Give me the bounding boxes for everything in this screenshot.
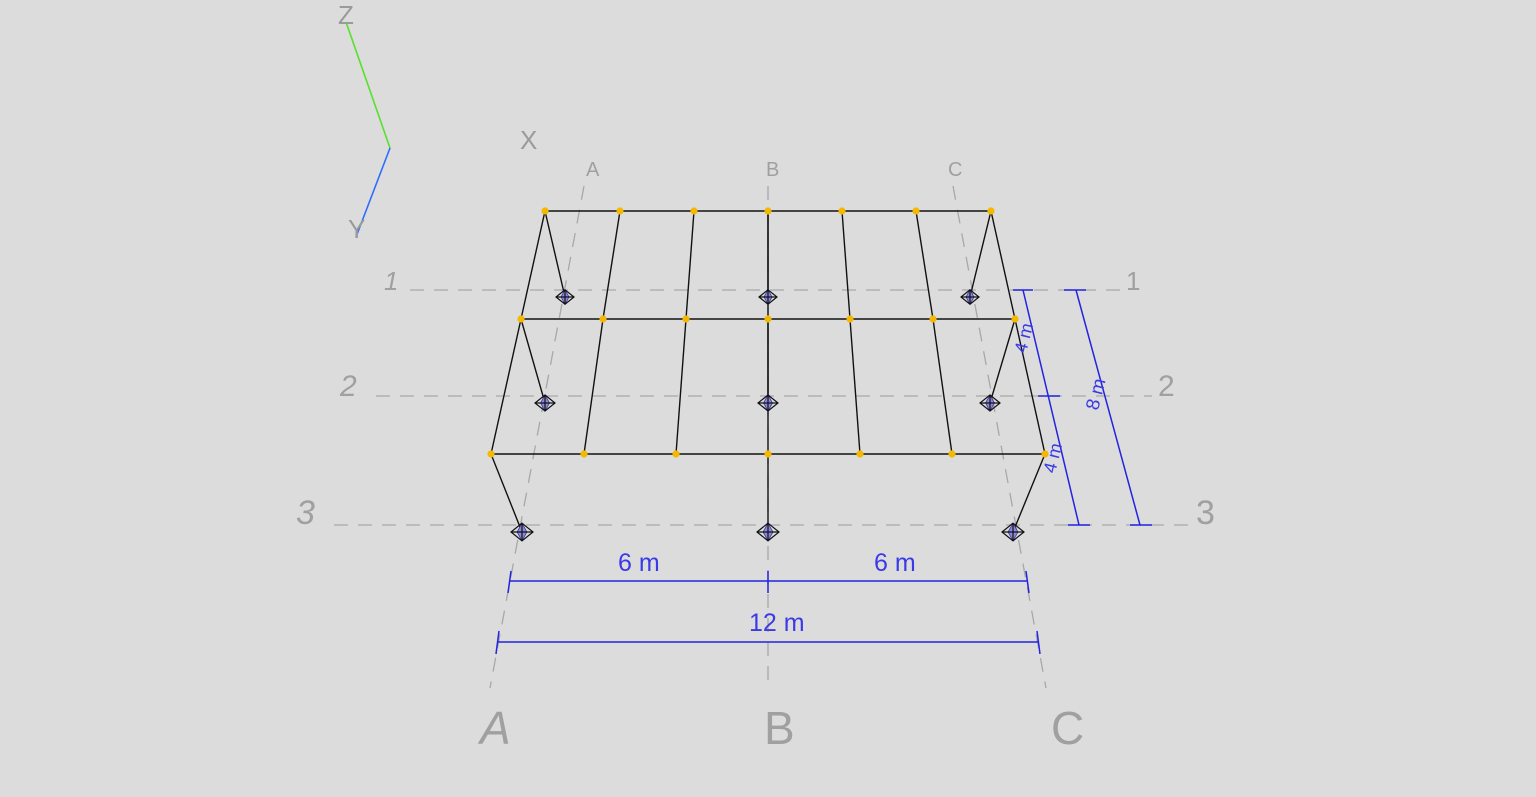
dim-tick-bays-right bbox=[1025, 570, 1030, 594]
y-axis-line bbox=[355, 147, 391, 238]
transverse-beam-2-front[interactable] bbox=[583, 318, 604, 455]
dim-line-spans bbox=[1022, 289, 1080, 526]
support-c3[interactable] bbox=[1001, 522, 1025, 542]
node-r2-c2[interactable] bbox=[599, 315, 607, 323]
support-a2[interactable] bbox=[534, 394, 556, 412]
transverse-beam-7-front[interactable] bbox=[1014, 318, 1046, 455]
dimensions: 6 m 6 m 12 m 4 m 4 m 8 m bbox=[495, 289, 1152, 655]
transverse-beam-3-back[interactable] bbox=[685, 210, 695, 320]
node-r3-c3[interactable] bbox=[672, 450, 680, 458]
node-r3-c6[interactable] bbox=[948, 450, 956, 458]
gridlines: A B C A B C 1 2 3 1 2 3 bbox=[296, 159, 1215, 754]
support-b2[interactable] bbox=[757, 394, 779, 412]
support-b1[interactable] bbox=[758, 288, 778, 306]
gridline-3-label-right: 3 bbox=[1196, 494, 1215, 532]
frame-members bbox=[490, 210, 1046, 533]
node-r1-c6[interactable] bbox=[912, 207, 920, 215]
support-a3[interactable] bbox=[510, 522, 534, 542]
column-a1[interactable] bbox=[544, 210, 566, 298]
transverse-beam-2-back[interactable] bbox=[602, 210, 621, 320]
transverse-beam-5-front[interactable] bbox=[849, 318, 861, 455]
node-r3-c1[interactable] bbox=[487, 450, 495, 458]
nodes bbox=[487, 207, 1049, 458]
gridline-1-label-left: 1 bbox=[384, 266, 398, 296]
z-axis-label: Z bbox=[338, 0, 354, 30]
node-r1-c1[interactable] bbox=[541, 207, 549, 215]
dim-tick-bays-left bbox=[507, 570, 512, 594]
gridline-b-label-back: B bbox=[766, 159, 779, 181]
gridline-c-label-back: C bbox=[948, 159, 962, 181]
dim-label-bay-left: 6 m bbox=[618, 549, 660, 577]
column-c2[interactable] bbox=[989, 318, 1016, 404]
dim-label-bay-right: 6 m bbox=[874, 549, 916, 577]
x-axis-label: X bbox=[520, 125, 537, 155]
node-r3-c4[interactable] bbox=[764, 450, 772, 458]
node-r3-c7[interactable] bbox=[1041, 450, 1049, 458]
gridline-c bbox=[952, 185, 1047, 689]
axis-triad: X Z Y bbox=[338, 0, 537, 244]
dim-label-total-depth: 8 m bbox=[1082, 376, 1110, 412]
node-r1-c5[interactable] bbox=[838, 207, 846, 215]
supports bbox=[510, 288, 1025, 542]
gridline-2-label-left: 2 bbox=[339, 370, 357, 403]
dim-line-total-depth bbox=[1075, 289, 1141, 526]
transverse-beam-3-front[interactable] bbox=[675, 318, 687, 455]
node-r2-c5[interactable] bbox=[846, 315, 854, 323]
support-b3[interactable] bbox=[756, 522, 780, 542]
dim-tick-total-right bbox=[1036, 630, 1041, 655]
dim-tick-total-left bbox=[495, 630, 500, 655]
column-a3[interactable] bbox=[490, 453, 523, 533]
y-axis-label: Y bbox=[348, 214, 365, 244]
node-r2-c4[interactable] bbox=[764, 315, 772, 323]
gridline-c-label-front: C bbox=[1051, 702, 1084, 754]
gridline-b-label-front: B bbox=[764, 702, 795, 754]
node-r1-c2[interactable] bbox=[616, 207, 624, 215]
dim-label-total-width: 12 m bbox=[749, 609, 805, 637]
gridline-2-label-right: 2 bbox=[1158, 370, 1175, 403]
support-c1[interactable] bbox=[960, 288, 980, 306]
node-r1-c3[interactable] bbox=[690, 207, 698, 215]
support-a1[interactable] bbox=[555, 288, 575, 306]
gridline-a-label-back: A bbox=[586, 159, 600, 181]
node-r2-c6[interactable] bbox=[929, 315, 937, 323]
node-r2-c1[interactable] bbox=[517, 315, 525, 323]
column-c1[interactable] bbox=[969, 210, 992, 298]
node-r3-c5[interactable] bbox=[856, 450, 864, 458]
node-r2-c3[interactable] bbox=[682, 315, 690, 323]
node-r3-c2[interactable] bbox=[580, 450, 588, 458]
transverse-beam-6-back[interactable] bbox=[915, 210, 934, 320]
node-r1-c7[interactable] bbox=[987, 207, 995, 215]
node-r1-c4[interactable] bbox=[764, 207, 772, 215]
transverse-beam-1-back[interactable] bbox=[520, 210, 546, 320]
transverse-beam-6-front[interactable] bbox=[932, 318, 953, 455]
transverse-beam-5-back[interactable] bbox=[841, 210, 851, 320]
gridline-a-label-front: A bbox=[477, 702, 511, 754]
transverse-beam-7-back[interactable] bbox=[990, 210, 1016, 320]
z-axis-line bbox=[345, 21, 391, 149]
node-r2-c7[interactable] bbox=[1011, 315, 1019, 323]
gridline-1-label-right: 1 bbox=[1126, 266, 1140, 296]
column-c3[interactable] bbox=[1012, 453, 1046, 533]
transverse-beam-1-front[interactable] bbox=[490, 318, 522, 455]
gridline-a bbox=[489, 185, 585, 689]
support-c2[interactable] bbox=[979, 394, 1001, 412]
column-a2[interactable] bbox=[520, 318, 546, 404]
dim-label-span-back: 4 m bbox=[1010, 321, 1037, 355]
gridline-3-label-left: 3 bbox=[296, 494, 315, 532]
